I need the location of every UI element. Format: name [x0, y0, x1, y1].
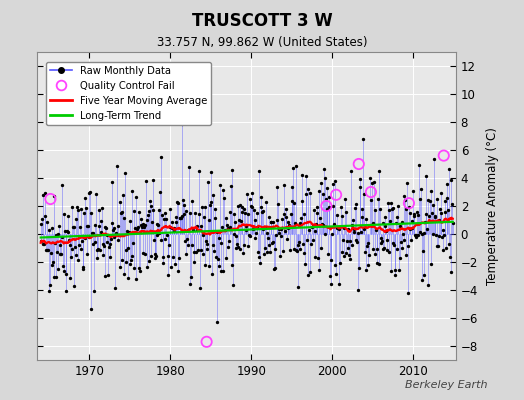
Point [202, 338, 211, 345]
Point [355, 161, 363, 167]
Point [440, 152, 448, 159]
Legend: Raw Monthly Data, Quality Control Fail, Five Year Moving Average, Long-Term Tren: Raw Monthly Data, Quality Control Fail, … [46, 62, 211, 125]
Text: Berkeley Earth: Berkeley Earth [405, 380, 487, 390]
Point [367, 189, 375, 195]
Point [405, 200, 413, 206]
Point [46, 196, 54, 202]
Point [322, 203, 331, 209]
Y-axis label: Temperature Anomaly (°C): Temperature Anomaly (°C) [486, 127, 499, 285]
Point [332, 192, 340, 198]
Text: 33.757 N, 99.862 W (United States): 33.757 N, 99.862 W (United States) [157, 36, 367, 49]
Text: TRUSCOTT 3 W: TRUSCOTT 3 W [192, 12, 332, 30]
